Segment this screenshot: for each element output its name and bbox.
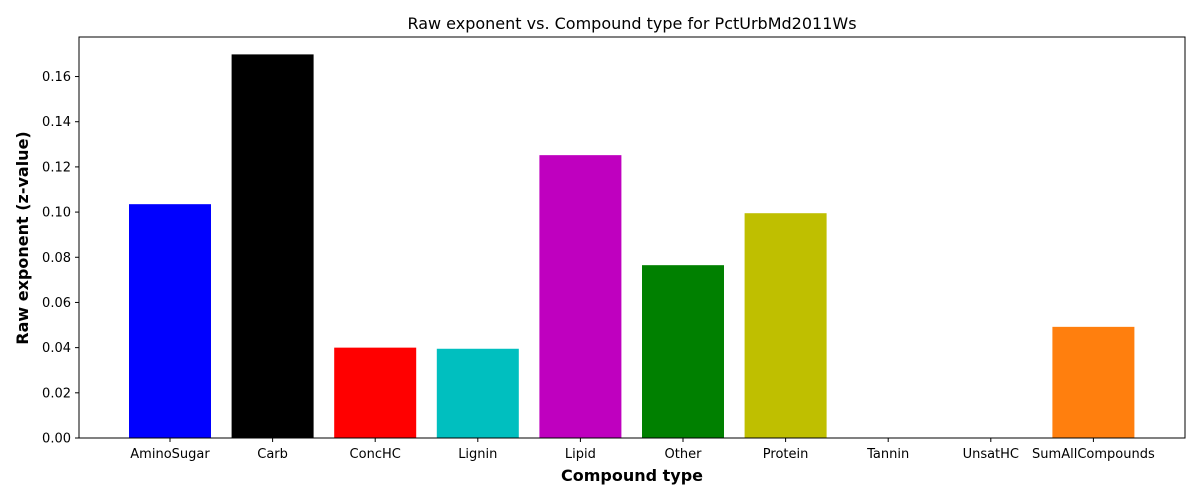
x-axis-title: Compound type — [561, 466, 703, 485]
x-axis: AminoSugar Carb ConcHC Lignin Lipid Other Prot… — [130, 438, 1155, 462]
x-tick-label: Lignin — [458, 447, 497, 462]
x-tick-label: ConcHC — [350, 447, 401, 462]
y-axis-title: Raw exponent (z-value) — [13, 131, 32, 344]
bar-lipid — [539, 155, 622, 438]
y-tick-label: 0.16 — [42, 70, 71, 85]
x-tick-label: SumAllCompounds — [1032, 447, 1155, 462]
x-tick-label: Protein — [763, 447, 809, 462]
bar-protein — [744, 213, 827, 438]
x-tick-label: Other — [665, 447, 703, 462]
y-tick-label: 0.04 — [42, 341, 71, 356]
bar-aminosugar — [129, 204, 211, 438]
y-tick-label: 0.14 — [42, 115, 71, 130]
bar-other — [642, 265, 724, 438]
y-axis: 0.00 0.02 0.04 0.06 0.08 0.10 0.12 0.14 0.16 — [42, 70, 79, 447]
plot-frame — [78, 36, 1186, 439]
x-tick-label: AminoSugar — [130, 447, 210, 462]
y-tick-label: 0.06 — [42, 296, 71, 311]
y-tick-label: 0.12 — [42, 160, 71, 175]
y-tick-label: 0.00 — [42, 432, 71, 447]
x-tick-label: Lipid — [565, 447, 596, 462]
y-tick-label: 0.02 — [42, 386, 71, 401]
x-tick-label: Tannin — [866, 447, 909, 462]
chart-title: Raw exponent vs. Compound type for PctUr… — [407, 14, 856, 33]
x-tick-label: UnsatHC — [963, 447, 1019, 462]
bar-sumallcompounds — [1052, 326, 1135, 438]
y-tick-label: 0.10 — [42, 206, 71, 221]
bar-lignin — [436, 348, 519, 438]
bars-group — [129, 54, 1135, 438]
bar-carb — [231, 54, 314, 438]
x-tick-label: Carb — [257, 447, 288, 462]
y-tick-label: 0.08 — [42, 251, 71, 266]
bar-conchc — [334, 347, 417, 438]
